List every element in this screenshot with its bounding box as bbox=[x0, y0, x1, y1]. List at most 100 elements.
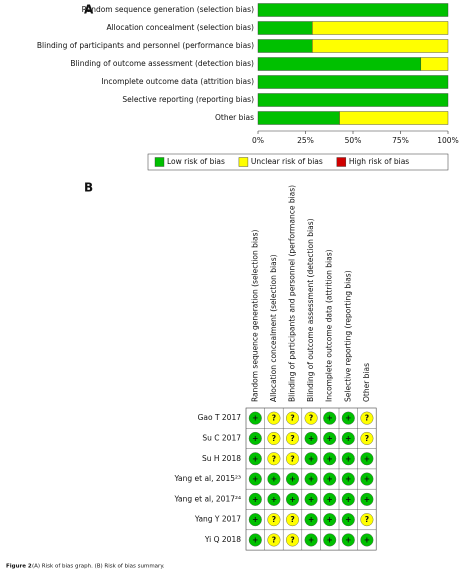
judgement-symbol: ? bbox=[365, 434, 369, 443]
judgement-symbol: + bbox=[327, 475, 333, 484]
bar-segment bbox=[257, 111, 340, 125]
judgement-dot bbox=[341, 411, 355, 425]
judgement-dot bbox=[248, 431, 262, 445]
judgement-symbol: ? bbox=[290, 535, 294, 544]
judgement-symbol: ? bbox=[309, 414, 313, 423]
judgement-symbol: + bbox=[289, 475, 295, 484]
category-label: Other bias bbox=[215, 113, 254, 122]
x-tick-label: 75% bbox=[392, 136, 409, 145]
judgement-dot bbox=[323, 492, 337, 506]
bar-segment bbox=[312, 39, 449, 53]
judgement-dot bbox=[267, 411, 281, 425]
judgement-dot bbox=[286, 472, 300, 486]
bar-segment bbox=[257, 57, 422, 71]
legend-label: High risk of bias bbox=[349, 157, 409, 166]
panel-label: B bbox=[84, 181, 93, 195]
judgement-dot bbox=[304, 513, 318, 527]
study-label: Su H 2018 bbox=[202, 454, 241, 463]
x-tick-label: 0% bbox=[252, 136, 264, 145]
caption-label: Figure 2 bbox=[6, 564, 32, 570]
judgement-dot bbox=[304, 492, 318, 506]
legend-swatch bbox=[336, 157, 347, 167]
judgement-symbol: + bbox=[308, 535, 314, 544]
judgement-symbol: + bbox=[345, 515, 351, 524]
judgement-symbol: + bbox=[364, 495, 370, 504]
judgement-dot bbox=[267, 452, 281, 466]
category-label: Blinding of participants and personnel (… bbox=[37, 41, 254, 50]
judgement-symbol: + bbox=[289, 495, 295, 504]
study-label: Yang et al, 2017²⁴ bbox=[173, 494, 241, 503]
judgement-symbol: + bbox=[308, 454, 314, 463]
judgement-symbol: + bbox=[327, 434, 333, 443]
judgement-symbol: + bbox=[364, 475, 370, 484]
judgement-dot bbox=[360, 431, 374, 445]
judgement-dot bbox=[341, 533, 355, 547]
judgement-symbol: + bbox=[252, 515, 258, 524]
judgement-symbol: ? bbox=[272, 515, 276, 524]
judgement-dot bbox=[323, 411, 337, 425]
judgement-symbol: + bbox=[327, 515, 333, 524]
bar-segment bbox=[257, 3, 449, 17]
judgement-symbol: + bbox=[345, 535, 351, 544]
judgement-dot bbox=[323, 513, 337, 527]
judgement-dot bbox=[267, 513, 281, 527]
judgement-symbol: + bbox=[345, 495, 351, 504]
judgement-symbol: + bbox=[327, 495, 333, 504]
x-tick-label: 50% bbox=[345, 136, 362, 145]
judgement-symbol: ? bbox=[290, 454, 294, 463]
judgement-symbol: + bbox=[308, 475, 314, 484]
judgement-dot bbox=[360, 411, 374, 425]
judgement-symbol: ? bbox=[290, 434, 294, 443]
category-label: Random sequence generation (selection bi… bbox=[82, 5, 255, 14]
bar-segment bbox=[257, 75, 449, 89]
judgement-symbol: + bbox=[364, 535, 370, 544]
judgement-symbol: ? bbox=[272, 454, 276, 463]
judgement-symbol: + bbox=[345, 475, 351, 484]
legend-frame bbox=[147, 153, 449, 171]
judgement-symbol: + bbox=[252, 475, 258, 484]
bar-segment bbox=[257, 39, 313, 53]
judgement-dot bbox=[286, 452, 300, 466]
judgement-dot bbox=[286, 533, 300, 547]
judgement-dot bbox=[248, 411, 262, 425]
judgement-dot bbox=[248, 533, 262, 547]
judgement-dot bbox=[341, 513, 355, 527]
column-header: Other bias bbox=[362, 363, 371, 402]
study-label: Yang Y 2017 bbox=[194, 515, 241, 524]
judgement-symbol: ? bbox=[272, 434, 276, 443]
bar-segment bbox=[312, 21, 449, 35]
judgement-symbol: + bbox=[252, 434, 258, 443]
judgement-symbol: ? bbox=[272, 414, 276, 423]
bar-segment bbox=[420, 57, 449, 71]
judgement-dot bbox=[360, 492, 374, 506]
column-header: Blinding of participants and personnel (… bbox=[288, 185, 297, 402]
judgement-symbol: + bbox=[345, 454, 351, 463]
judgement-dot bbox=[323, 431, 337, 445]
judgement-dot bbox=[341, 431, 355, 445]
judgement-dot bbox=[267, 431, 281, 445]
legend-label: Unclear risk of bias bbox=[251, 157, 323, 166]
category-label: Blinding of outcome assessment (detectio… bbox=[70, 59, 254, 68]
judgement-symbol: + bbox=[308, 434, 314, 443]
bar-segment bbox=[257, 93, 449, 107]
column-header: Incomplete outcome data (attrition bias) bbox=[325, 249, 334, 402]
column-header: Allocation concealment (selection bias) bbox=[269, 254, 278, 402]
judgement-dot bbox=[360, 533, 374, 547]
judgement-dot bbox=[248, 452, 262, 466]
judgement-symbol: + bbox=[327, 454, 333, 463]
judgement-dot bbox=[323, 472, 337, 486]
judgement-dot bbox=[248, 472, 262, 486]
judgement-symbol: ? bbox=[365, 414, 369, 423]
judgement-dot bbox=[323, 452, 337, 466]
judgement-symbol: ? bbox=[290, 414, 294, 423]
category-label: Selective reporting (reporting bias) bbox=[122, 95, 254, 104]
judgement-symbol: + bbox=[364, 454, 370, 463]
study-label: Gao T 2017 bbox=[198, 413, 242, 422]
judgement-dot bbox=[341, 472, 355, 486]
judgement-symbol: + bbox=[345, 434, 351, 443]
column-header: Random sequence generation (selection bi… bbox=[250, 229, 259, 402]
judgement-symbol: + bbox=[252, 414, 258, 423]
bar-segment bbox=[339, 111, 449, 125]
judgement-symbol: ? bbox=[365, 515, 369, 524]
column-header: Selective reporting (reporting bias) bbox=[343, 270, 352, 402]
